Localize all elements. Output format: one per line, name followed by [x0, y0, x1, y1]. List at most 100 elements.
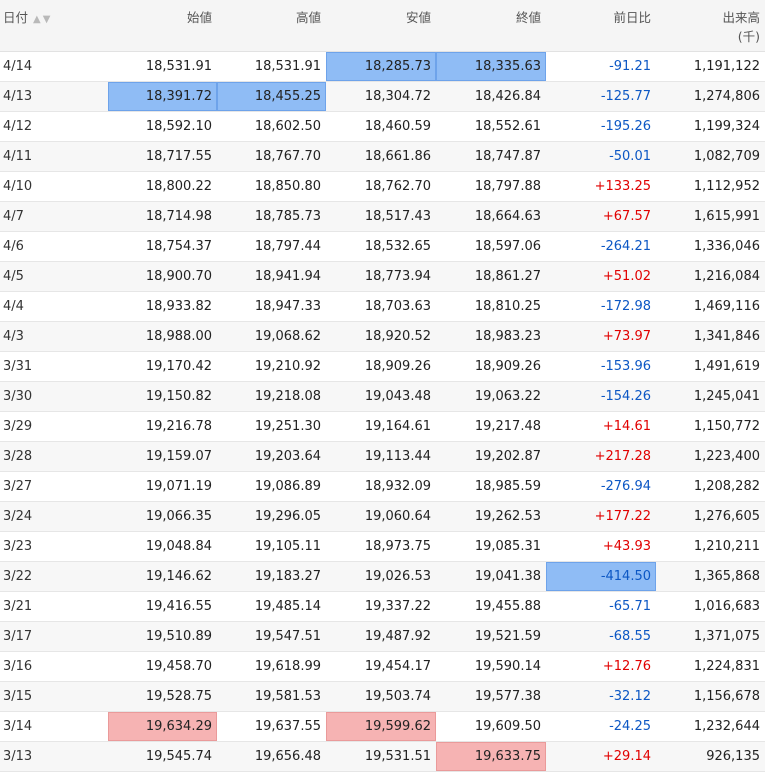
low-cell: 18,517.43 [326, 201, 436, 232]
close-cell: 18,909.26 [436, 351, 546, 382]
low-cell: 19,531.51 [326, 741, 436, 772]
high-cell: 18,455.25 [217, 81, 326, 112]
volume-cell: 1,365,868 [656, 561, 765, 592]
date-cell: 4/5 [0, 261, 108, 292]
low-cell: 19,113.44 [326, 441, 436, 472]
date-cell: 3/23 [0, 531, 108, 562]
low-cell: 19,337.22 [326, 591, 436, 622]
open-cell: 18,391.72 [108, 81, 217, 112]
high-cell: 19,086.89 [217, 471, 326, 502]
high-cell: 19,068.62 [217, 321, 326, 352]
table-body: 4/14 18,531.91 18,531.91 18,285.73 18,335.63… [0, 51, 765, 772]
date-cell: 4/11 [0, 141, 108, 172]
open-cell: 18,933.82 [108, 291, 217, 322]
low-cell: 18,909.26 [326, 351, 436, 382]
change-cell: -65.71 [546, 591, 656, 622]
close-cell: 19,609.50 [436, 711, 546, 742]
table-row: 3/31 19,170.42 19,210.92 18,909.26 18,909.26… [0, 351, 765, 382]
volume-cell: 926,135 [656, 741, 765, 772]
low-cell: 19,487.92 [326, 621, 436, 652]
change-cell: -125.77 [546, 81, 656, 112]
low-cell: 19,060.64 [326, 501, 436, 532]
change-cell: +133.25 [546, 171, 656, 202]
open-cell: 18,714.98 [108, 201, 217, 232]
volume-cell: 1,016,683 [656, 591, 765, 622]
open-cell: 19,071.19 [108, 471, 217, 502]
table-row: 3/23 19,048.84 19,105.11 18,973.75 19,085.31… [0, 531, 765, 562]
low-cell: 18,762.70 [326, 171, 436, 202]
close-cell: 19,521.59 [436, 621, 546, 652]
date-column-header[interactable]: 日付 ▲▼ [0, 0, 108, 52]
close-cell: 19,633.75 [436, 741, 546, 772]
close-cell: 18,983.23 [436, 321, 546, 352]
close-cell: 19,063.22 [436, 381, 546, 412]
low-cell: 18,932.09 [326, 471, 436, 502]
close-cell: 19,455.88 [436, 591, 546, 622]
table-row: 3/21 19,416.55 19,485.14 19,337.22 19,455.88… [0, 591, 765, 622]
change-cell: +43.93 [546, 531, 656, 562]
table-row: 3/22 19,146.62 19,183.27 19,026.53 19,041.38… [0, 561, 765, 592]
table-row: 3/16 19,458.70 19,618.99 19,454.17 19,590.14… [0, 651, 765, 682]
volume-cell: 1,199,324 [656, 111, 765, 142]
date-cell: 3/29 [0, 411, 108, 442]
open-cell: 19,458.70 [108, 651, 217, 682]
open-cell: 18,754.37 [108, 231, 217, 262]
low-cell: 18,304.72 [326, 81, 436, 112]
open-cell: 19,170.42 [108, 351, 217, 382]
table-row: 4/5 18,900.70 18,941.94 18,773.94 18,861.27 +… [0, 261, 765, 292]
high-cell: 19,485.14 [217, 591, 326, 622]
date-cell: 3/22 [0, 561, 108, 592]
high-cell: 18,785.73 [217, 201, 326, 232]
date-cell: 3/15 [0, 681, 108, 712]
open-cell: 18,531.91 [108, 51, 217, 82]
change-cell: +73.97 [546, 321, 656, 352]
change-cell: -68.55 [546, 621, 656, 652]
change-cell: -414.50 [546, 561, 656, 592]
table-row: 3/17 19,510.89 19,547.51 19,487.92 19,521.59… [0, 621, 765, 652]
close-cell: 18,797.88 [436, 171, 546, 202]
low-cell: 18,532.65 [326, 231, 436, 262]
high-cell: 19,218.08 [217, 381, 326, 412]
low-cell: 19,503.74 [326, 681, 436, 712]
table-row: 4/10 18,800.22 18,850.80 18,762.70 18,797.88… [0, 171, 765, 202]
table-header: 日付 ▲▼ 始値 高値 安値 終値 前日比 出来高 (千) [0, 0, 765, 52]
date-cell: 3/28 [0, 441, 108, 472]
close-cell: 19,202.87 [436, 441, 546, 472]
date-cell: 3/24 [0, 501, 108, 532]
volume-cell: 1,223,400 [656, 441, 765, 472]
high-cell: 19,637.55 [217, 711, 326, 742]
table-row: 4/4 18,933.82 18,947.33 18,703.63 18,810.25-… [0, 291, 765, 322]
close-cell: 18,861.27 [436, 261, 546, 292]
high-cell: 19,618.99 [217, 651, 326, 682]
table-row: 3/13 19,545.74 19,656.48 19,531.51 19,633.75… [0, 741, 765, 772]
low-cell: 19,599.62 [326, 711, 436, 742]
open-cell: 19,159.07 [108, 441, 217, 472]
open-cell: 18,800.22 [108, 171, 217, 202]
high-cell: 18,531.91 [217, 51, 326, 82]
high-cell: 19,203.64 [217, 441, 326, 472]
volume-cell: 1,112,952 [656, 171, 765, 202]
volume-cell: 1,208,282 [656, 471, 765, 502]
table-row: 4/3 18,988.00 19,068.62 18,920.52 18,983.23 +… [0, 321, 765, 352]
change-cell: +29.14 [546, 741, 656, 772]
sort-icon[interactable]: ▲▼ [33, 14, 53, 25]
high-cell: 19,296.05 [217, 501, 326, 532]
table-row: 4/6 18,754.37 18,797.44 18,532.65 18,597.06-… [0, 231, 765, 262]
low-column-header: 安値 [326, 0, 436, 52]
low-cell: 19,164.61 [326, 411, 436, 442]
volume-cell: 1,276,605 [656, 501, 765, 532]
low-cell: 18,920.52 [326, 321, 436, 352]
close-cell: 19,262.53 [436, 501, 546, 532]
close-cell: 19,085.31 [436, 531, 546, 562]
low-cell: 18,773.94 [326, 261, 436, 292]
date-cell: 4/13 [0, 81, 108, 112]
date-cell: 4/6 [0, 231, 108, 262]
open-cell: 19,634.29 [108, 711, 217, 742]
close-cell: 19,041.38 [436, 561, 546, 592]
change-cell: +67.57 [546, 201, 656, 232]
volume-cell: 1,156,678 [656, 681, 765, 712]
change-cell: +217.28 [546, 441, 656, 472]
high-cell: 18,850.80 [217, 171, 326, 202]
volume-cell: 1,232,644 [656, 711, 765, 742]
